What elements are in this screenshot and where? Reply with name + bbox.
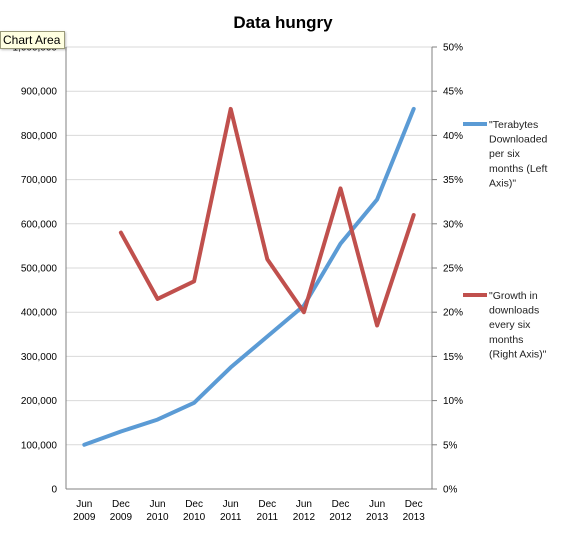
right-axis-tick-label: 50% xyxy=(443,43,463,54)
left-axis-tick-label: 300,000 xyxy=(21,352,58,363)
x-axis-tick-label-year: 2012 xyxy=(293,512,316,523)
left-axis-tick-label: 800,000 xyxy=(21,131,58,142)
series-line-terabytes xyxy=(82,106,416,447)
x-axis-tick-label-year: 2009 xyxy=(110,512,133,523)
legend-label-terabytes: "Terabytes xyxy=(489,119,538,131)
series-group xyxy=(82,106,416,447)
x-axis-tick-label-year: 2010 xyxy=(146,512,169,523)
legend-label-growth: "Growth in xyxy=(489,290,538,302)
gridlines xyxy=(66,46,432,446)
left-axis-tick-label: 500,000 xyxy=(21,264,58,275)
chart-title: Data hungry xyxy=(233,13,333,32)
x-axis-tick-label-year: 2013 xyxy=(366,512,389,523)
left-axis-tick-label: 0 xyxy=(51,485,57,496)
left-axis-tick-label: 900,000 xyxy=(21,87,58,98)
right-axis-tick-label: 40% xyxy=(443,131,463,142)
x-axis-tick-label-year: 2011 xyxy=(257,512,279,523)
x-axis-tick-label-year: 2011 xyxy=(220,512,242,523)
legend: "Terabytes Downloaded per six months (Left A… xyxy=(463,119,548,360)
chart-area-tooltip: Chart Area xyxy=(0,31,66,49)
right-axis-tick-label: 0% xyxy=(443,485,458,496)
right-axis-tick-label: 10% xyxy=(443,396,463,407)
left-axis-tick-label: 200,000 xyxy=(21,396,58,407)
x-axis-tick-label-year: 2010 xyxy=(183,512,206,523)
right-axis-tick-label: 45% xyxy=(443,87,463,98)
x-axis-tick-label-year: 2012 xyxy=(329,512,352,523)
legend-label-terabytes: Downloaded xyxy=(489,134,548,146)
left-axis-tick-label: 400,000 xyxy=(21,308,58,319)
right-axis-tick-label: 20% xyxy=(443,308,463,319)
x-axis-tick-label-month: Dec xyxy=(405,499,423,510)
right-axis-tick-label: 15% xyxy=(443,352,463,363)
x-axis-tick-label-month: Jun xyxy=(76,499,92,510)
right-axis-tick-label: 25% xyxy=(443,264,463,275)
right-axis-tick-label: 35% xyxy=(443,175,463,186)
left-axis-tick-label: 100,000 xyxy=(21,440,58,451)
right-axis-tick-label: 5% xyxy=(443,440,458,451)
x-axis-tick-label-year: 2013 xyxy=(403,512,426,523)
legend-label-terabytes: months (Left xyxy=(489,163,547,175)
left-axis-tick-label: 700,000 xyxy=(21,175,58,186)
x-axis-tick-label-month: Dec xyxy=(112,499,130,510)
right-axis-tick-label: 30% xyxy=(443,219,463,230)
x-axis-tick-label-month: Dec xyxy=(185,499,203,510)
x-axis-tick-label-month: Jun xyxy=(369,499,385,510)
x-axis-tick-label-month: Dec xyxy=(332,499,350,510)
legend-label-terabytes: per six xyxy=(489,148,521,160)
x-axis-tick-label-month: Jun xyxy=(149,499,165,510)
x-axis-tick-label-month: Dec xyxy=(258,499,276,510)
x-axis-tick-label-month: Jun xyxy=(223,499,239,510)
x-axis-tick-label-month: Jun xyxy=(296,499,312,510)
legend-label-growth: every six xyxy=(489,319,531,331)
legend-label-growth: months xyxy=(489,334,523,346)
x-axis-tick-label-year: 2009 xyxy=(73,512,96,523)
legend-label-growth: (Right Axis)" xyxy=(489,348,547,360)
legend-label-growth: downloads xyxy=(489,305,539,317)
legend-label-terabytes: Axis)" xyxy=(489,177,516,189)
axes: 0 100,000 200,000 300,000 400,000 500,000 600,… xyxy=(13,43,464,524)
series-line-growth xyxy=(118,106,416,328)
left-axis-tick-label: 600,000 xyxy=(21,219,58,230)
